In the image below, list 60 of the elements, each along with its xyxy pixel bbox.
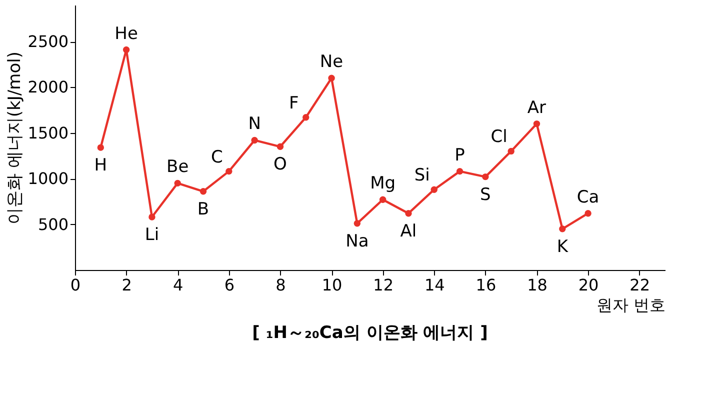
y-tick-label: 500 [38,214,68,234]
x-tick-label: 12 [373,276,394,294]
x-tick-label: 10 [322,276,342,294]
y-tick-label: 1000 [28,169,68,188]
annotation: Si [414,166,430,186]
point [251,136,258,144]
annotation: K [556,236,569,257]
x-tick-label: 14 [424,276,445,294]
x-tick-label: 16 [476,276,496,294]
annotation: F [288,93,299,114]
annotation: S [480,184,491,205]
annotation: Ca [576,187,600,208]
annotation: He [114,24,138,44]
point [584,210,592,217]
annotation: Li [144,225,160,245]
y-tick-label: 2000 [28,78,68,97]
annotation: Cl [490,127,508,148]
point [97,144,104,151]
y-axis-title: 이온화 에너지(kJ/mol) [4,52,25,224]
point [533,120,540,128]
x-tick-label: 22 [630,276,650,294]
y-tick-label: 1500 [28,123,68,142]
x-tick-label: 2 [122,276,132,294]
x-tick-label: 20 [578,276,599,294]
point [405,210,412,217]
annotation: N [248,114,261,134]
point [200,188,207,195]
point [148,214,156,220]
y-tick-label: 2500 [28,32,68,52]
point [508,148,514,155]
point [226,168,232,175]
point [302,114,310,121]
point [482,173,489,180]
annotation: Ne [320,52,344,72]
point [456,168,464,175]
annotation: H [94,156,108,176]
x-tick-label: 4 [173,276,184,294]
x-tick-label: 18 [527,276,548,294]
annotation: Be [166,157,189,178]
point [430,186,438,193]
annotation: P [454,145,465,166]
annotation: Mg [370,174,396,194]
point [174,180,181,187]
point [276,143,284,150]
point [559,226,566,232]
x-axis-title: 원자 번호 [596,296,666,314]
point [122,46,130,54]
annotation: C [210,147,223,168]
annotation: Na [346,231,369,252]
annotation: O [274,154,287,175]
x-tick-label: 0 [70,276,81,294]
annotation: Ar [527,98,546,118]
annotation: Al [400,221,417,242]
x-tick-label: 8 [276,276,286,294]
point [379,196,386,203]
point [354,220,361,227]
text: [ ₁H～₂₀Ca의 이온화 에너지 ] [252,323,488,343]
annotation: B [197,199,210,220]
point [328,74,335,82]
x-tick-label: 6 [224,276,235,294]
